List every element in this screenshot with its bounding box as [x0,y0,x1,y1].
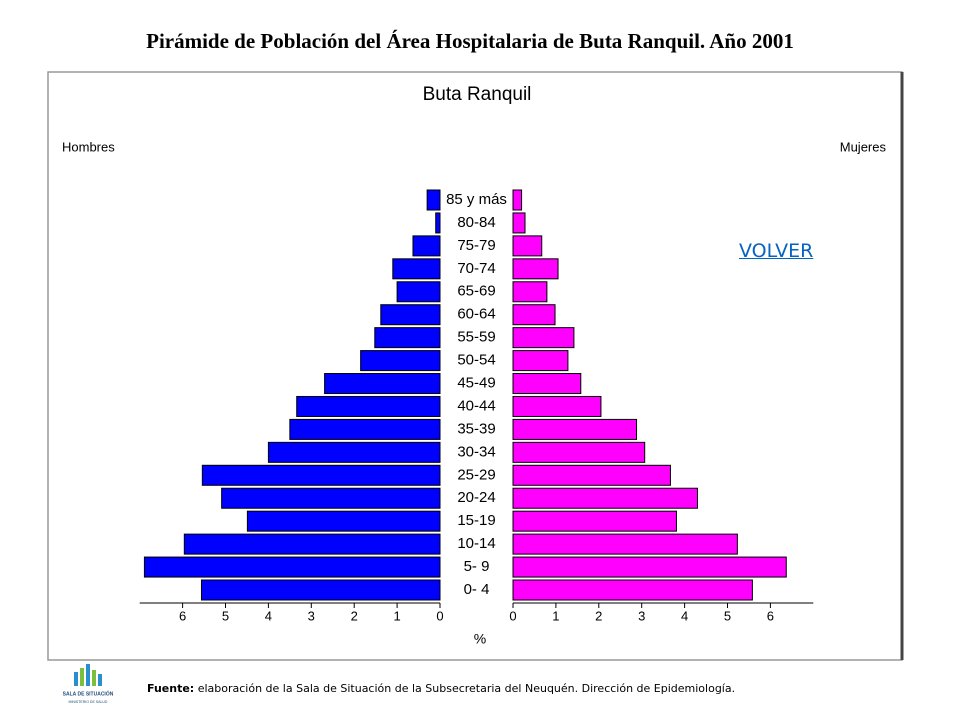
bar [143,556,441,578]
category-label: 5- 9 [464,558,490,575]
logo: SALA DE SITUACIÓN MINISTERIO DE SALUD [63,664,114,704]
bar [512,304,556,326]
category-label: 25-29 [457,466,495,483]
x-tick-label: 5 [724,608,731,623]
bar [435,212,441,234]
category-label: 50-54 [457,352,495,369]
category-label: 45-49 [457,374,495,391]
source-text: elaboración de la Sala de Situación de l… [197,682,736,695]
bar [201,464,441,486]
category-label: 55-59 [457,329,495,346]
bar [296,395,441,417]
x-tick-label: 6 [767,608,774,623]
legend-left: Hombres [62,139,115,154]
category-label: 60-64 [457,306,495,323]
category-label: 35-39 [457,420,495,437]
bar [374,327,441,349]
x-tick-label: 5 [222,608,229,623]
category-label: 10-14 [457,535,495,552]
x-tick-label: 4 [265,608,272,623]
bar [512,212,526,234]
bar [512,533,738,555]
category-label: 80-84 [457,214,495,231]
bar [512,373,582,395]
back-link[interactable]: VOLVER [739,240,814,262]
bar [512,350,569,372]
logo-bar [86,664,90,686]
legend-right: Mujeres [840,139,887,154]
bar [396,281,441,303]
bar [512,556,787,578]
category-label: 40-44 [457,397,495,414]
logo-bar [98,674,102,686]
x-tick-label: 6 [179,608,186,623]
logo-bar [92,670,96,686]
source-note: Fuente: elaboración de la Sala de Situac… [147,682,735,695]
logo-bar [80,668,84,686]
category-label: 30-34 [457,443,495,460]
bar [512,327,575,349]
bar [392,258,441,280]
bar [267,441,441,463]
logo-bar [74,672,78,686]
bar [512,579,753,601]
bar [200,579,441,601]
category-label: 75-79 [457,237,495,254]
x-tick-label: 3 [308,608,315,623]
bar [360,350,441,372]
category-label: 0- 4 [464,581,490,598]
bar [512,189,523,211]
source-label: Fuente: [147,682,195,695]
category-label: 85 y más [446,191,507,208]
x-axis-label: % [474,631,486,647]
bar [512,487,698,509]
bar [426,189,441,211]
bar [512,395,602,417]
category-label: 70-74 [457,260,495,277]
bar [512,258,559,280]
bar [512,464,671,486]
bar [289,418,441,440]
category-label: 20-24 [457,489,495,506]
bar [324,373,441,395]
logo-name: SALA DE SITUACIÓN [63,689,114,697]
slide-title: Pirámide de Población del Área Hospitala… [146,29,794,53]
bar [512,418,638,440]
x-tick-label: 1 [552,608,559,623]
x-tick-label: 0 [436,608,443,623]
x-tick-label: 3 [638,608,645,623]
bar [246,510,441,532]
x-tick-label: 1 [393,608,400,623]
chart-title: Buta Ranquil [423,84,532,105]
category-label: 15-19 [457,512,495,529]
bar [512,510,677,532]
x-tick-label: 2 [351,608,358,623]
bar [512,281,548,303]
logo-org: MINISTERIO DE SALUD [69,700,108,704]
x-tick-label: 4 [681,608,688,623]
bar [221,487,441,509]
bar [380,304,441,326]
bar [412,235,441,257]
bar [512,235,543,257]
x-tick-label: 2 [595,608,602,623]
category-label: 65-69 [457,283,495,300]
bar [512,441,646,463]
x-tick-label: 0 [509,608,516,623]
bar [183,533,441,555]
